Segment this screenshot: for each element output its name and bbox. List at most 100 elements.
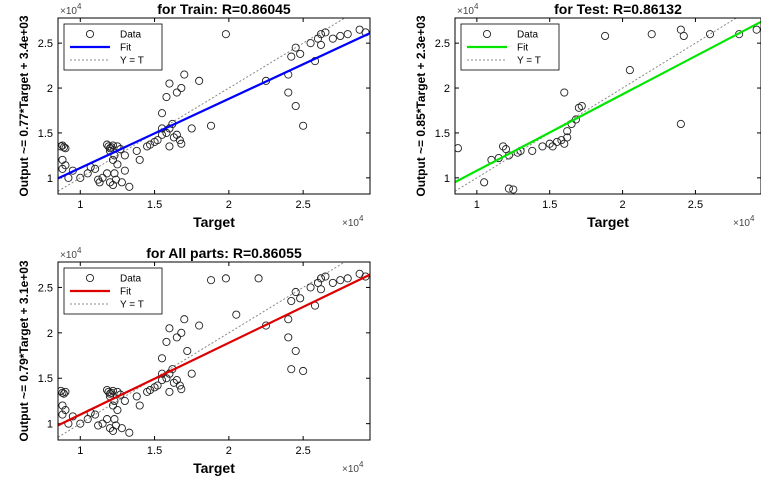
data-point <box>195 321 204 330</box>
x-axis-label: Target <box>193 460 235 476</box>
x-tick-label: 1.5 <box>147 445 162 457</box>
chart-title: for Test: R=0.86132 <box>554 1 682 17</box>
data-point <box>328 34 337 43</box>
data-point <box>61 144 70 153</box>
data-point <box>480 178 489 187</box>
data-point <box>157 354 167 363</box>
data-point <box>165 387 174 396</box>
y-tick-label: 2 <box>444 83 450 95</box>
data-point <box>499 142 508 151</box>
data-layer <box>455 18 761 194</box>
data-point <box>291 287 300 297</box>
data-point <box>313 278 323 287</box>
data-point <box>287 365 296 374</box>
legend-entry-data: Data <box>120 274 142 285</box>
data-point <box>221 30 230 39</box>
data-point <box>110 169 119 178</box>
data-point <box>177 385 186 394</box>
data-point <box>162 374 171 383</box>
data-point <box>175 136 184 145</box>
data-point <box>221 274 230 283</box>
y-multiplier: ×104 <box>457 2 479 17</box>
y-tick-label: 2 <box>47 328 53 340</box>
data-point <box>232 310 241 319</box>
y-tick-label: 2.5 <box>38 38 53 50</box>
x-tick-label: 2 <box>226 199 232 211</box>
data-point <box>165 324 174 333</box>
y-tick-label: 1.5 <box>435 128 450 140</box>
y-multiplier-exponent: 4 <box>77 246 82 255</box>
data-point <box>58 410 67 419</box>
x-multiplier: ×104 <box>733 214 755 229</box>
y-tick-label: 2 <box>47 83 53 95</box>
data-point <box>125 182 134 191</box>
data-point <box>162 92 171 102</box>
data-point <box>125 428 134 437</box>
data-point <box>146 386 155 395</box>
legend-data-marker <box>85 273 95 283</box>
y-tick-label: 1 <box>444 173 450 185</box>
identity-line <box>58 18 346 192</box>
legend-entry-data: Data <box>517 30 539 41</box>
data-point <box>625 66 634 75</box>
data-point <box>752 25 761 34</box>
axes-box <box>57 17 371 195</box>
x-axis-label: Target <box>587 214 629 230</box>
y-multiplier: ×104 <box>60 246 82 261</box>
chart-title: for Train: R=0.86045 <box>157 1 291 17</box>
data-point <box>321 28 330 37</box>
fit-line <box>455 20 761 184</box>
data-point <box>132 392 141 401</box>
data-point <box>162 128 171 137</box>
data-point <box>132 146 141 155</box>
x-multiplier: ×104 <box>342 214 364 229</box>
data-point <box>83 415 92 424</box>
y-axis-label: Output ~= 0.79*Target + 3.1e+03 <box>17 260 31 442</box>
x-multiplier-exponent: 4 <box>750 214 755 223</box>
chart-1: 1 1.5 2 2.5 1 1.5 2 2.5 for Train: R=0.86045 ×104… <box>17 1 371 230</box>
data-point <box>676 119 685 129</box>
data-point <box>545 139 554 148</box>
y-tick-label: 1 <box>47 173 53 185</box>
chart-3: 1 1.5 2 2.5 1 1.5 2 2.5 for All parts: R=0.86055… <box>17 245 371 476</box>
fit-line <box>58 32 370 180</box>
data-point <box>455 144 462 153</box>
data-point <box>153 136 162 145</box>
data-point <box>175 381 184 390</box>
data-point <box>287 52 296 61</box>
data-point <box>538 142 547 151</box>
legend-data-marker <box>85 29 95 39</box>
y-tick-label: 1 <box>47 419 53 431</box>
data-point <box>560 88 569 97</box>
data-layer <box>58 262 370 438</box>
data-point <box>177 83 186 93</box>
data-point <box>183 346 192 356</box>
chart-title: for All parts: R=0.86055 <box>146 245 302 261</box>
y-tick-label: 1.5 <box>38 373 53 385</box>
data-point <box>105 144 115 153</box>
y-tick-label: 1.5 <box>38 128 53 140</box>
data-point <box>120 151 129 160</box>
data-point <box>306 283 315 292</box>
data-point <box>91 164 100 173</box>
identity-line <box>58 262 346 438</box>
data-point <box>58 164 67 173</box>
data-point <box>187 124 196 133</box>
legend: Data Fit Y = T <box>63 267 163 315</box>
y-axis-label: Output ~= 0.77*Target + 3.4e+03 <box>17 15 31 197</box>
data-point <box>172 88 181 97</box>
y-tick-label: 2.5 <box>435 38 450 50</box>
data-point <box>91 410 100 419</box>
data-point <box>306 39 315 48</box>
data-point <box>108 401 118 410</box>
axes-box <box>57 261 371 441</box>
data-point <box>177 139 186 148</box>
data-point <box>117 178 126 187</box>
y-axis-label: Output ~= 0.85*Target + 2.3e+03 <box>414 15 428 197</box>
legend: Data Fit Y = T <box>460 23 560 71</box>
data-point <box>336 276 345 285</box>
legend-entry-fit: Fit <box>517 43 528 54</box>
data-point <box>58 142 66 151</box>
data-point <box>528 146 537 155</box>
data-point <box>316 40 326 49</box>
